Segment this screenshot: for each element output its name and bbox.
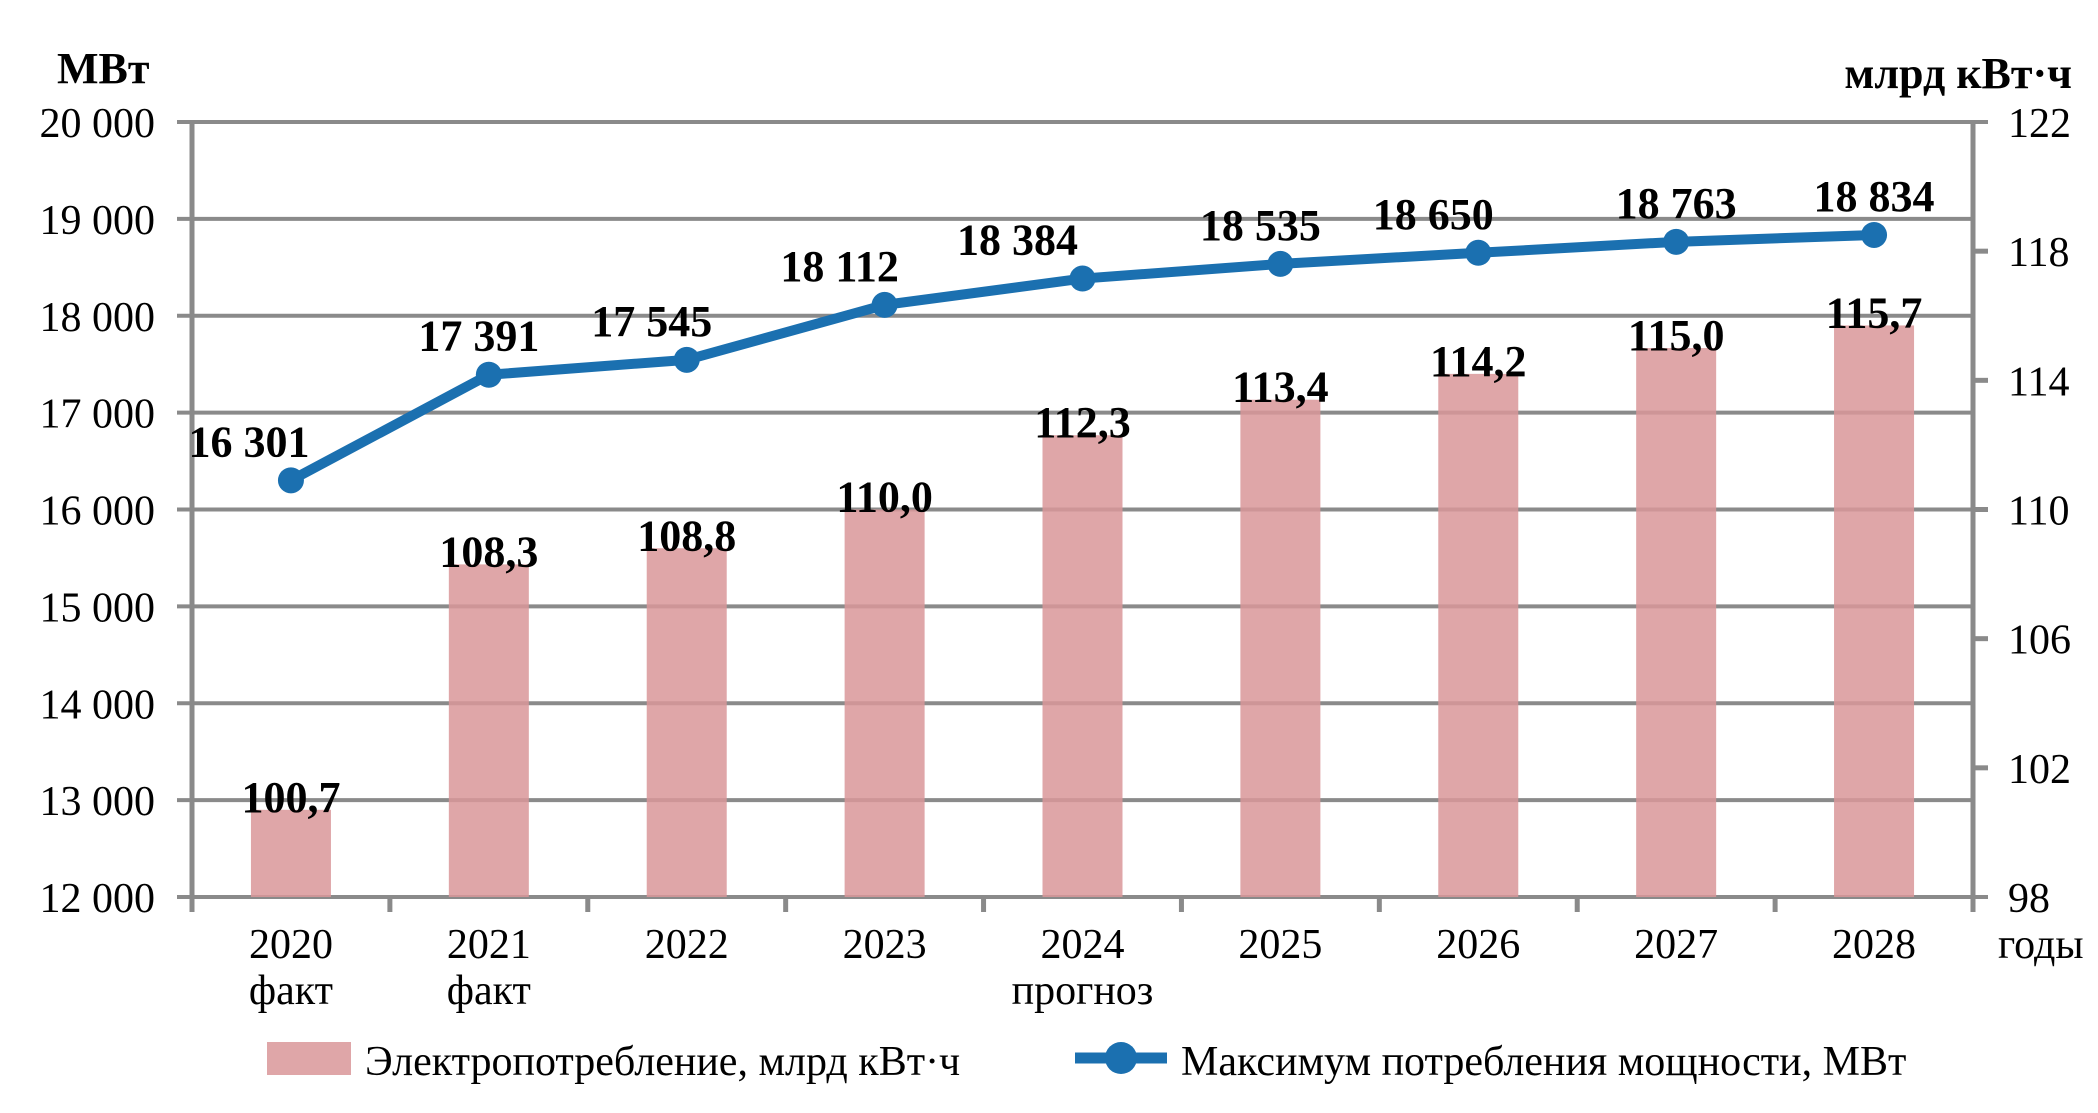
- x-axis-category-label: 2026: [1436, 922, 1520, 968]
- line-marker: [1267, 250, 1294, 277]
- axis-labels-layer: 20 000 19 000 18 000 17 000 16 000 15 000 14 0…: [40, 101, 2072, 1014]
- right-axis-tick-label: 118: [2008, 230, 2069, 276]
- right-axis-tick-label: 102: [2008, 747, 2071, 793]
- legend-bar-label: Электропотребление, млрд кВт·ч: [365, 1039, 960, 1085]
- x-axis-category-label: 2025: [1238, 922, 1322, 968]
- x-axis-category-label: 2022: [645, 922, 729, 968]
- bar: [250, 809, 331, 897]
- bar: [1042, 435, 1123, 897]
- line-marker: [1663, 228, 1690, 255]
- x-axis-category-label: 2021: [447, 922, 531, 968]
- legend-bar-swatch: [267, 1042, 351, 1075]
- x-axis-category-label: 2024: [1041, 922, 1125, 968]
- x-axis-category-label: 2028: [1832, 922, 1916, 968]
- x-axis-category-label: 2020: [249, 922, 333, 968]
- line-value-label: 18 650: [1373, 190, 1494, 239]
- left-axis-tick-label: 18 000: [40, 295, 156, 341]
- bar-value-label: 113,4: [1232, 363, 1329, 412]
- left-axis-tick-label: 15 000: [40, 585, 156, 631]
- line-marker: [1861, 221, 1888, 248]
- x-axis-category-label: 2027: [1634, 922, 1718, 968]
- right-axis-tick-label: 122: [2008, 101, 2071, 147]
- line-value-label: 18 535: [1200, 201, 1321, 250]
- bar: [1240, 399, 1321, 897]
- line-value-label: 18 112: [780, 242, 899, 291]
- bar: [1636, 348, 1717, 898]
- legend-line-marker-icon: [1105, 1042, 1137, 1074]
- bar-value-label: 110,0: [836, 473, 933, 522]
- line-series-layer: 16 301 17 391 17 545 18 112 18 384 18 535 18 6…: [188, 172, 1935, 494]
- bar-value-label: 114,2: [1430, 337, 1527, 386]
- left-axis-tick-label: 12 000: [40, 876, 156, 922]
- bar: [448, 564, 529, 897]
- right-axis-tick-label: 110: [2008, 489, 2069, 535]
- line-marker: [277, 467, 304, 494]
- bar-value-label: 115,0: [1628, 311, 1725, 360]
- bar-value-label: 108,3: [439, 527, 538, 576]
- x-axis-unit-label: годы: [1998, 922, 2084, 968]
- line-marker: [673, 346, 700, 373]
- bar: [1438, 373, 1519, 897]
- line-marker: [475, 361, 502, 388]
- legend: Электропотребление, млрд кВт·ч Максимум …: [267, 1039, 1906, 1085]
- left-axis-tick-label: 14 000: [40, 682, 156, 728]
- x-axis-category-sublabel: прогноз: [1012, 968, 1154, 1014]
- x-axis-category-sublabel: факт: [447, 968, 531, 1014]
- bar-value-label: 112,3: [1034, 398, 1131, 447]
- left-axis-tick-label: 17 000: [40, 392, 156, 438]
- line-value-label: 18 763: [1616, 179, 1737, 228]
- line-value-label: 16 301: [188, 417, 309, 466]
- line-marker: [1069, 265, 1096, 292]
- right-axis-tick-label: 114: [2008, 359, 2069, 405]
- bar: [646, 548, 727, 897]
- bar-value-label: 108,8: [637, 511, 736, 560]
- right-axis-tick-label: 98: [2008, 876, 2050, 922]
- line-value-label: 17 545: [591, 297, 712, 346]
- left-axis-title: МВт: [57, 44, 150, 93]
- bar: [844, 509, 925, 897]
- left-axis-tick-label: 20 000: [40, 101, 156, 147]
- x-axis-category-label: 2023: [843, 922, 927, 968]
- bar: [1834, 325, 1915, 897]
- legend-line-label: Максимум потребления мощности, МВт: [1181, 1039, 1906, 1085]
- line-value-label: 18 384: [957, 216, 1078, 265]
- right-axis-tick-label: 106: [2008, 618, 2071, 664]
- bar-value-label: 100,7: [241, 773, 340, 822]
- line-value-label: 18 834: [1814, 172, 1935, 221]
- bar-value-label: 115,7: [1826, 288, 1923, 337]
- left-axis-tick-label: 16 000: [40, 489, 156, 535]
- line-marker: [871, 291, 898, 318]
- left-axis-tick-label: 19 000: [40, 198, 156, 244]
- left-axis-tick-label: 13 000: [40, 779, 156, 825]
- right-axis-title: млрд кВт·ч: [1844, 49, 2072, 98]
- x-axis-category-sublabel: факт: [249, 968, 333, 1014]
- bar-series-layer: 100,7 108,3 108,8 110,0 112,3 113,4 114,2 115,0…: [241, 288, 1923, 898]
- line-value-label: 17 391: [418, 312, 539, 361]
- line-marker: [1465, 239, 1492, 266]
